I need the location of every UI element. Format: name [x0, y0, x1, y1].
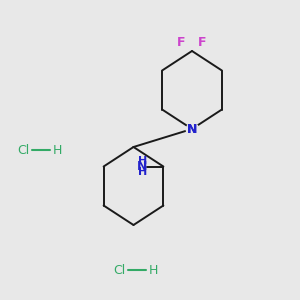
Text: N: N: [137, 160, 148, 173]
Text: H: H: [52, 143, 62, 157]
Text: F: F: [198, 36, 207, 49]
Text: Cl: Cl: [114, 263, 126, 277]
Text: H: H: [148, 263, 158, 277]
Text: F: F: [177, 36, 186, 49]
Text: N: N: [187, 122, 197, 136]
Text: H: H: [138, 167, 147, 177]
Text: Cl: Cl: [18, 143, 30, 157]
Text: H: H: [138, 156, 147, 166]
Text: N: N: [187, 122, 197, 136]
